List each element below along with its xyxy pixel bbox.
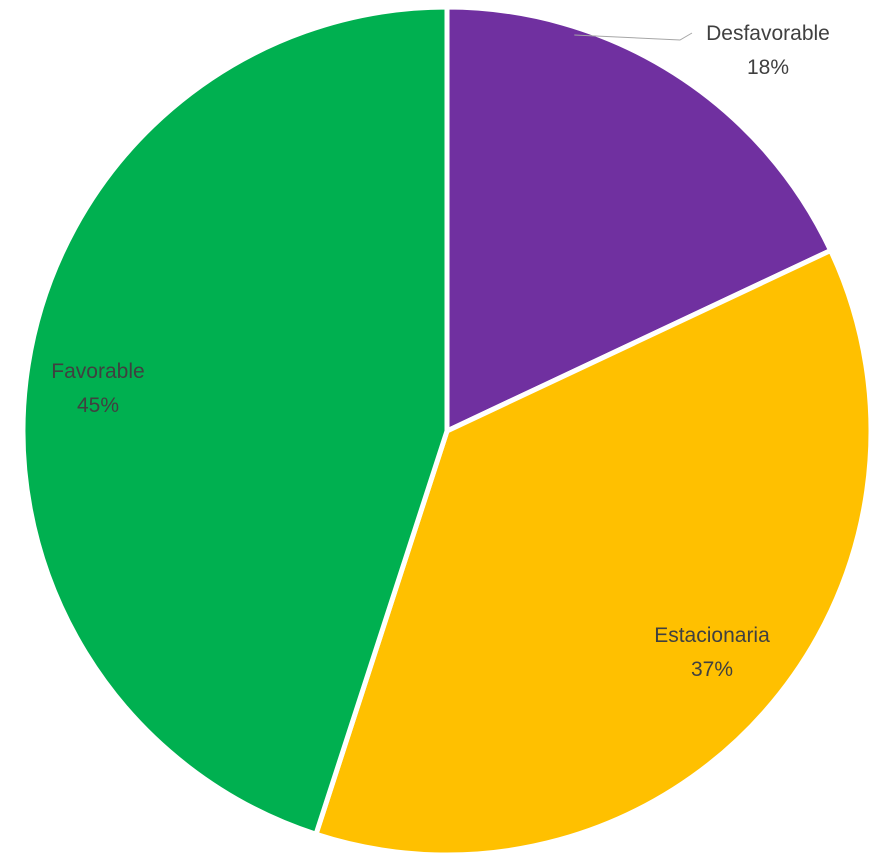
data-label-estacionaria-category: Estacionaria <box>654 624 770 647</box>
data-label-desfavorable-category: Desfavorable <box>706 22 830 45</box>
pie-slice-desfavorable <box>444 4 834 434</box>
leader-line-desfavorable <box>574 32 693 41</box>
data-label-favorable-percent: 45% <box>77 394 119 417</box>
leader-lines <box>574 32 693 41</box>
data-label-favorable-category: Favorable <box>51 360 144 383</box>
data-labels: Desfavorable 18% Estacionaria 37% Favorable 4… <box>51 22 830 681</box>
pie-slice-favorable <box>20 4 450 837</box>
data-label-estacionaria-percent: 37% <box>691 658 733 681</box>
pie-slice-estacionaria <box>313 247 874 857</box>
pie-slices <box>20 4 874 857</box>
data-label-desfavorable-percent: 18% <box>747 56 789 79</box>
